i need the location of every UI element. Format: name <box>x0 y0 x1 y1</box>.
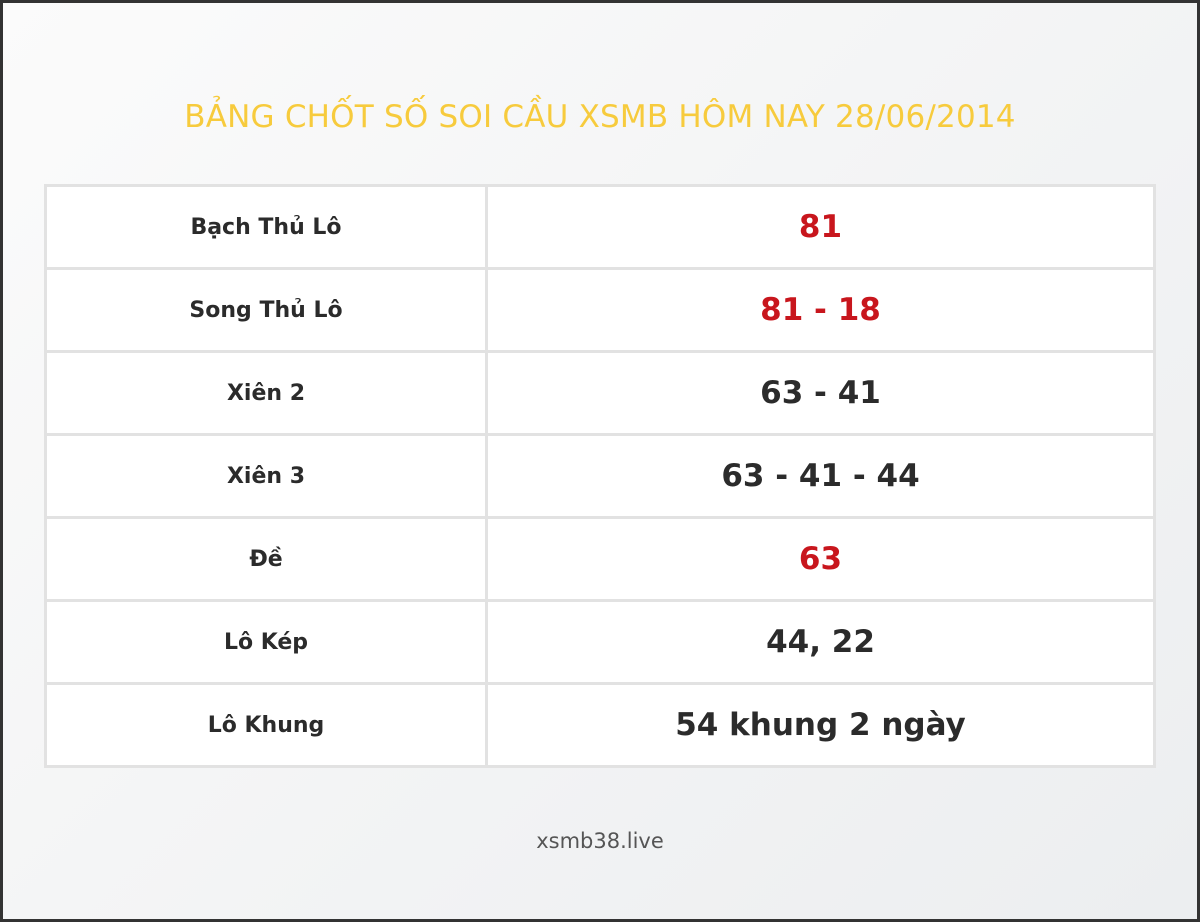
row-label: Đề <box>44 516 488 602</box>
table-row: Song Thủ Lô 81 - 18 <box>44 267 1156 353</box>
row-label: Song Thủ Lô <box>44 267 488 353</box>
prediction-table: Bạch Thủ Lô 81 Song Thủ Lô 81 - 18 Xiên 2 63 … <box>44 184 1156 768</box>
row-label: Lô Kép <box>44 599 488 685</box>
site-watermark: xsmb38.live <box>536 829 664 853</box>
row-value: 81 <box>485 184 1156 270</box>
table-row: Xiên 2 63 - 41 <box>44 350 1156 436</box>
table-row: Đề 63 <box>44 516 1156 602</box>
table-row: Lô Kép 44, 22 <box>44 599 1156 685</box>
row-value: 54 khung 2 ngày <box>485 682 1156 768</box>
row-label: Xiên 3 <box>44 433 488 519</box>
table-row: Bạch Thủ Lô 81 <box>44 184 1156 270</box>
row-label: Bạch Thủ Lô <box>44 184 488 270</box>
table-row: Lô Khung 54 khung 2 ngày <box>44 682 1156 768</box>
row-label: Xiên 2 <box>44 350 488 436</box>
row-value: 63 - 41 - 44 <box>485 433 1156 519</box>
page-title: BẢNG CHỐT SỐ SOI CẦU XSMB HÔM NAY 28/06/… <box>184 99 1016 135</box>
row-value: 81 - 18 <box>485 267 1156 353</box>
row-value: 63 - 41 <box>485 350 1156 436</box>
row-value: 44, 22 <box>485 599 1156 685</box>
row-label: Lô Khung <box>44 682 488 768</box>
table-row: Xiên 3 63 - 41 - 44 <box>44 433 1156 519</box>
row-value: 63 <box>485 516 1156 602</box>
